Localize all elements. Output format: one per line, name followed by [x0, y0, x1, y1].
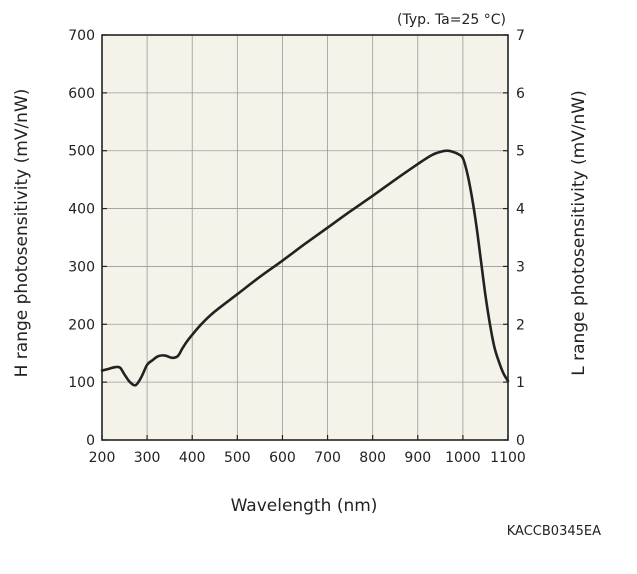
right-tick-label: 1: [516, 375, 525, 391]
left-tick-label: 200: [68, 317, 95, 333]
left-tick-label: 300: [68, 259, 95, 275]
plot-frame: [101, 34, 509, 441]
right-tick-label: 6: [516, 86, 525, 102]
document-code: KACCB0345EA: [507, 524, 601, 539]
right-axis-ticks: 0 1 2 3 4 5 6 7: [503, 28, 525, 449]
x-axis-title: Wavelength (nm): [231, 496, 378, 516]
x-tick-label: 500: [224, 450, 251, 466]
x-axis-ticks: 200 300 400 500 600 700 800 900 1000 1100: [89, 435, 526, 466]
x-tick-label: 700: [314, 450, 341, 466]
x-tick-label: 1000: [445, 450, 481, 466]
left-tick-label: 100: [68, 375, 95, 391]
x-tick-label: 600: [269, 450, 296, 466]
right-tick-label: 5: [516, 144, 525, 160]
x-tick-label: 1100: [490, 450, 526, 466]
x-tick-label: 400: [179, 450, 206, 466]
x-tick-label: 800: [359, 450, 386, 466]
left-tick-label: 700: [68, 28, 95, 44]
right-tick-label: 4: [516, 202, 525, 218]
left-tick-label: 600: [68, 86, 95, 102]
conditions-note: (Typ. Ta=25 °C): [397, 12, 506, 28]
x-tick-label: 200: [89, 450, 116, 466]
left-axis-title: H range photosensitivity (mV/nW): [12, 89, 32, 378]
x-tick-label: 900: [404, 450, 431, 466]
right-tick-label: 3: [516, 259, 525, 275]
left-axis-ticks: 0 100 200 300 400 500 600 700: [68, 28, 107, 449]
right-tick-label: 7: [516, 28, 525, 44]
sensitivity-curve: [100, 149, 510, 387]
right-tick-label: 2: [516, 317, 525, 333]
plot-background: [102, 35, 508, 440]
left-tick-label: 0: [86, 433, 95, 449]
right-tick-label: 0: [516, 433, 525, 449]
left-tick-label: 400: [68, 202, 95, 218]
x-tick-label: 300: [134, 450, 161, 466]
right-axis-title: L range photosensitivity (mV/nW): [569, 90, 589, 375]
left-tick-label: 500: [68, 144, 95, 160]
